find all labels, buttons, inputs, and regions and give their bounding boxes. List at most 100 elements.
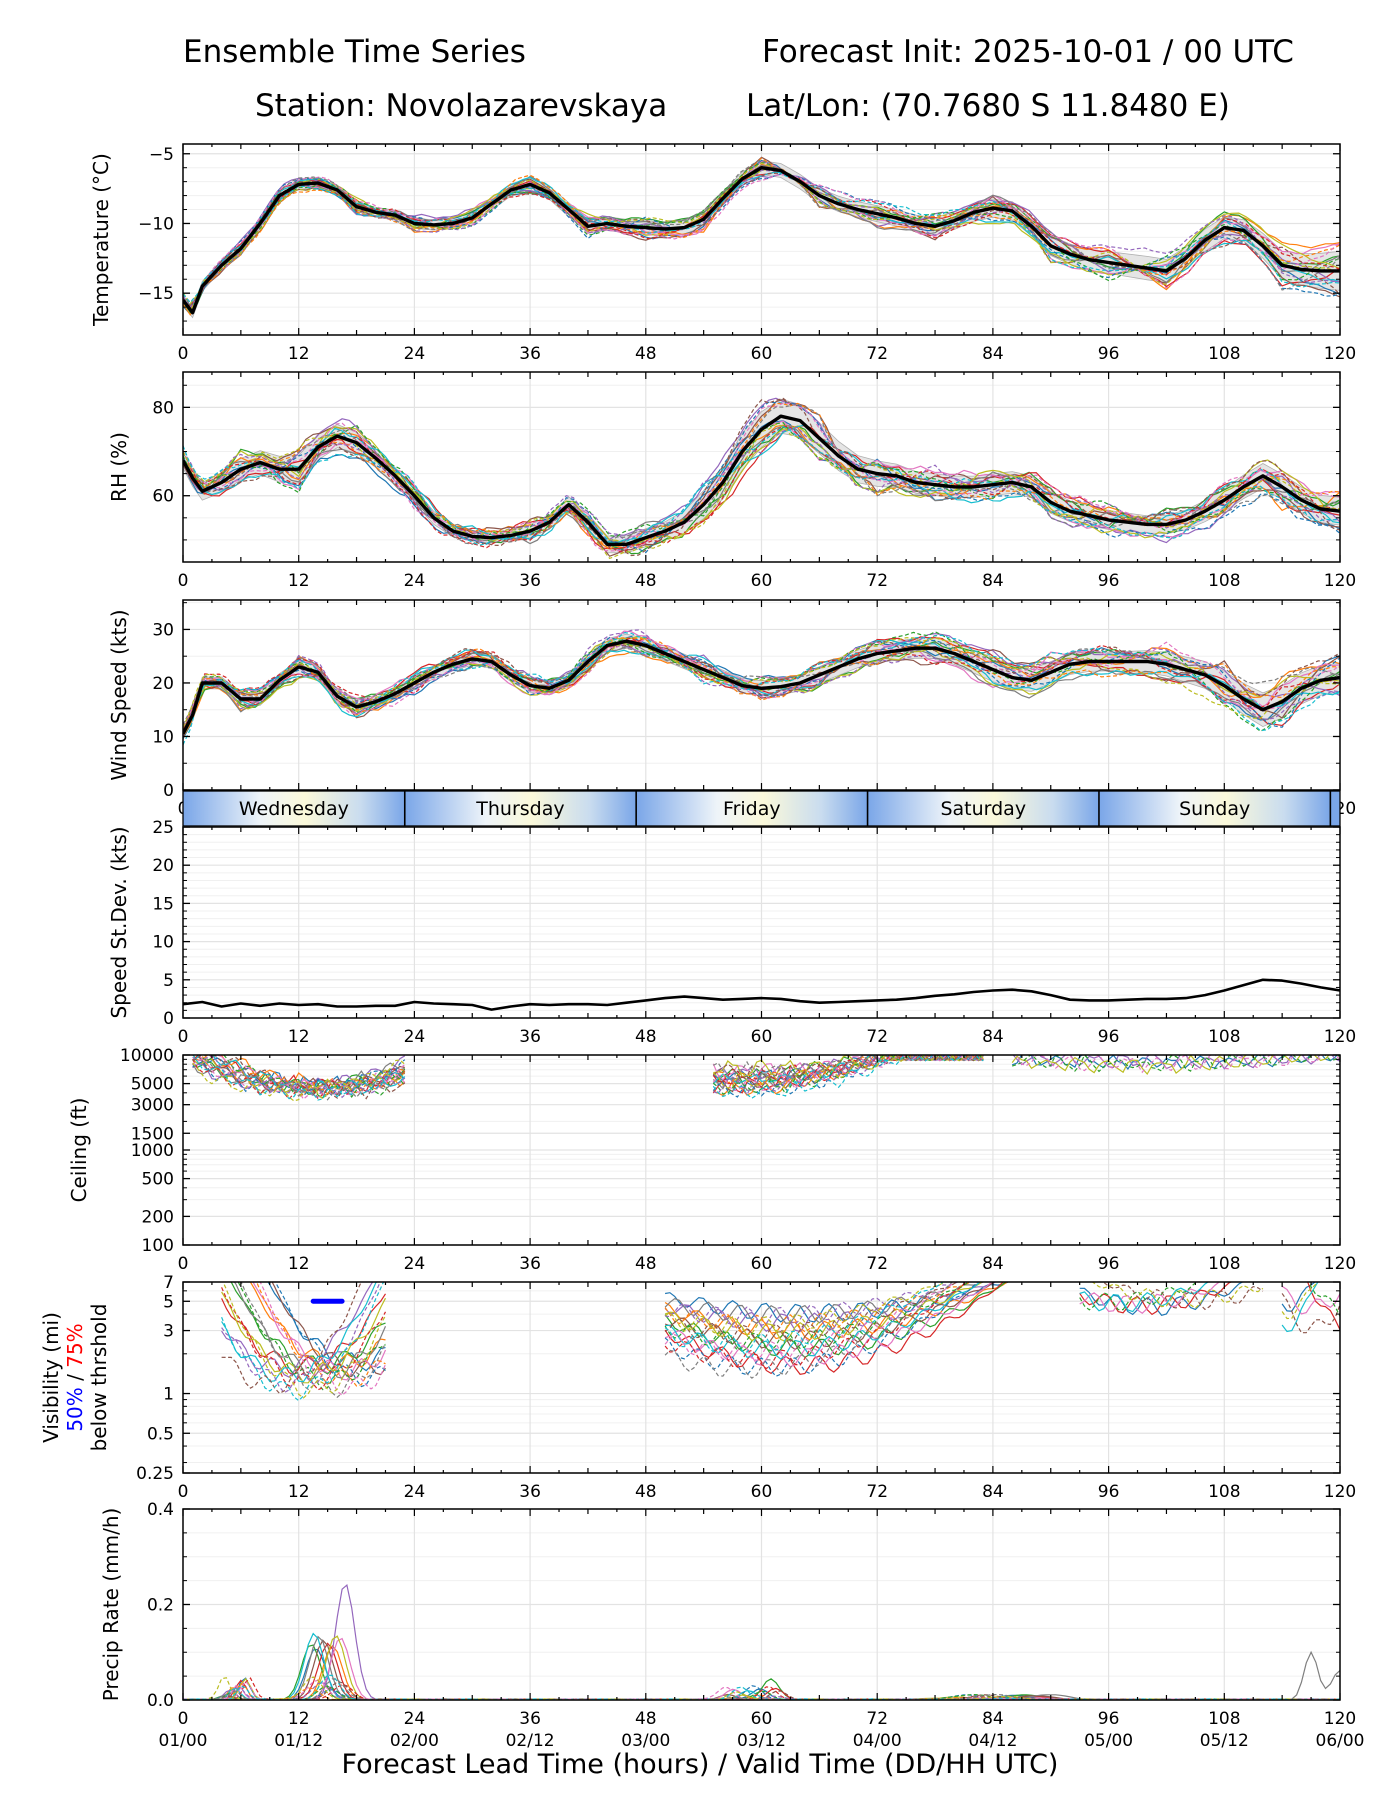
ceiling-member-line — [712, 1055, 981, 1079]
ensemble-member-line — [183, 423, 1340, 560]
ensemble-member-line — [183, 402, 1340, 551]
ceiling-member-line — [713, 1055, 984, 1096]
x-tick-label: 0 — [178, 1254, 189, 1274]
ensemble-mean-line — [183, 166, 1340, 315]
x-tick-label: 36 — [519, 571, 541, 591]
ensemble-member-line — [183, 173, 1340, 307]
x-tick-label: 108 — [1208, 1482, 1240, 1502]
x-tick-label: 120 — [1324, 1027, 1356, 1047]
day-band — [636, 791, 868, 826]
x-tick-label: 84 — [982, 1027, 1004, 1047]
ceiling-member-line — [192, 1058, 406, 1101]
y-tick-label: 15 — [152, 894, 174, 914]
y-axis-label: RH (%) — [107, 432, 131, 502]
y-tick-label: 100 — [142, 1236, 174, 1256]
valid-time-label: 04/00 — [853, 1731, 902, 1751]
station-label: Station: Novolazarevskaya — [255, 88, 668, 124]
panel-rh: 60 80 0 12 24 36 48 60 72 84 96 108 120 RH (%) — [107, 371, 1356, 591]
visibility-member-line — [1281, 1282, 1319, 1333]
plot-area — [183, 397, 1340, 560]
y-tick-label: −15 — [138, 284, 174, 304]
threshold-50-label: 50% — [63, 1387, 87, 1431]
y-axis-label: Wind Speed (kts) — [107, 609, 131, 780]
visibility-member-line — [664, 1282, 944, 1353]
threshold-sub-label: below thrshold — [87, 1304, 111, 1452]
x-tick-label: 0 — [178, 571, 189, 591]
x-axis-label: Forecast Lead Time (hours) / Valid Time … — [341, 1749, 1059, 1780]
visibility-member-line — [259, 1282, 387, 1397]
ensemble-member-line — [183, 403, 1340, 545]
visibility-member-line — [664, 1282, 970, 1352]
ceiling-member-line — [200, 1055, 405, 1096]
x-tick-label: 0 — [178, 1709, 189, 1729]
y-tick-label: 5 — [163, 971, 174, 991]
visibility-member-line — [1102, 1282, 1264, 1311]
valid-time-label: 05/12 — [1200, 1731, 1249, 1751]
x-tick-label: 96 — [1098, 1709, 1120, 1729]
y-tick-label: 1500 — [131, 1124, 174, 1144]
visibility-member-line — [1079, 1282, 1199, 1311]
x-tick-label: 108 — [1208, 344, 1240, 364]
valid-time-label: 01/00 — [159, 1731, 208, 1751]
y-axis-label: Visibility (mi) — [39, 1312, 63, 1443]
visibility-member-line — [665, 1282, 959, 1326]
ensemble-mean-line — [183, 414, 1340, 546]
panel-wind-speed: 010203001224364860728496108120Wind Speed… — [107, 599, 1356, 819]
y-axis-label: Speed St.Dev. (kts) — [107, 826, 131, 1018]
x-tick-label: 108 — [1208, 1027, 1240, 1047]
y-tick-label: −10 — [138, 214, 174, 234]
day-label: Saturday — [940, 798, 1026, 820]
x-tick-label: 72 — [866, 1709, 888, 1729]
ceiling-member-line — [1012, 1055, 1340, 1070]
y-tick-label: 7 — [163, 1273, 174, 1293]
ensemble-member-line — [183, 397, 1340, 544]
valid-time-label: 01/12 — [274, 1731, 323, 1751]
visibility-member-line — [237, 1282, 386, 1391]
x-tick-label: 84 — [982, 571, 1004, 591]
visibility-member-line — [664, 1282, 1005, 1375]
day-label: Sunday — [1179, 798, 1250, 820]
plot-area — [192, 1055, 1340, 1102]
valid-time-label: 03/00 — [621, 1731, 670, 1751]
x-tick-label: 24 — [404, 1709, 426, 1729]
visibility-member-line — [664, 1282, 979, 1378]
ceiling-member-line — [712, 1055, 984, 1090]
ceiling-member-line — [712, 1055, 984, 1095]
ensemble-member-line — [183, 637, 1340, 729]
ensemble-member-line — [183, 402, 1340, 552]
y-tick-label: 3 — [163, 1322, 174, 1342]
x-tick-label: 60 — [751, 344, 773, 364]
valid-time-label: 02/00 — [390, 1731, 439, 1751]
ceiling-member-line — [712, 1055, 984, 1091]
y-tick-label: 25 — [152, 818, 174, 838]
x-tick-label: 36 — [519, 344, 541, 364]
day-bar-frame — [182, 790, 1341, 827]
valid-time-label: 04/12 — [968, 1731, 1017, 1751]
x-tick-label: 72 — [866, 1254, 888, 1274]
ensemble-member-line — [183, 425, 1340, 548]
x-tick-label: 0 — [178, 1482, 189, 1502]
valid-time-label: 05/00 — [1084, 1731, 1133, 1751]
day-band — [404, 791, 637, 826]
day-band — [1098, 791, 1331, 826]
ceiling-member-line — [192, 1059, 406, 1102]
ceiling-member-line — [1011, 1055, 1330, 1076]
ensemble-member-line — [183, 642, 1340, 726]
ensemble-member-line — [183, 638, 1340, 725]
visibility-member-line — [664, 1282, 958, 1344]
y-tick-label: 0.4 — [147, 1500, 174, 1520]
x-tick-label: 96 — [1098, 571, 1120, 591]
y-tick-label: 5 — [163, 1292, 174, 1312]
plot-area — [183, 978, 1340, 1011]
x-tick-label: 24 — [404, 1027, 426, 1047]
x-tick-label: 72 — [866, 1482, 888, 1502]
x-tick-label: 84 — [982, 1482, 1004, 1502]
visibility-member-line — [221, 1282, 362, 1395]
y-tick-label: 0.2 — [147, 1596, 174, 1616]
x-tick-label: 72 — [866, 1027, 888, 1047]
x-tick-label: 12 — [288, 1482, 310, 1502]
visibility-member-line — [221, 1287, 387, 1391]
x-tick-label: 120 — [1324, 571, 1356, 591]
x-tick-label: 48 — [635, 1254, 657, 1274]
